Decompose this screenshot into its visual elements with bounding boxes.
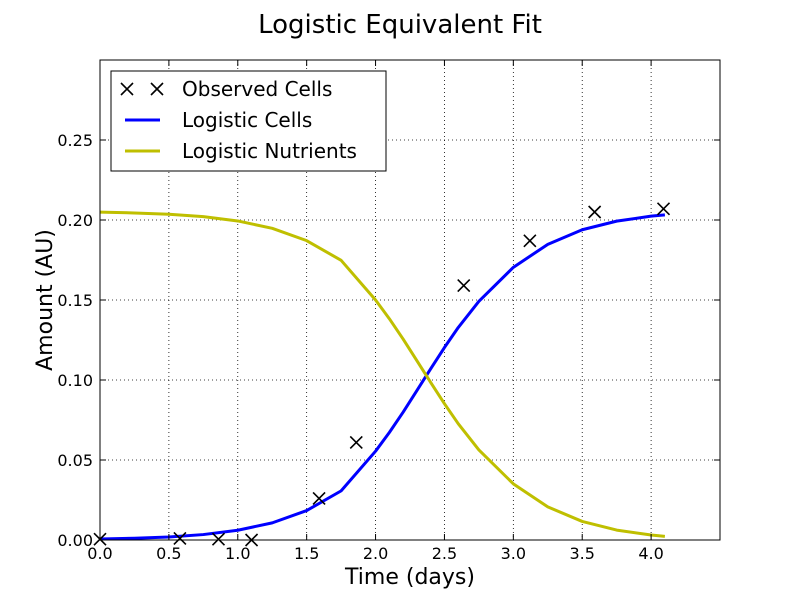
- y-tick-label: 0.05: [57, 451, 93, 470]
- data-point: [312, 491, 326, 505]
- legend-label: Logistic Cells: [182, 108, 312, 132]
- chart-title: Logistic Equivalent Fit: [258, 10, 542, 40]
- y-tick-label: 0.20: [57, 211, 93, 230]
- y-tick-label: 0.10: [57, 371, 93, 390]
- x-tick-label: 4.0: [638, 544, 663, 563]
- series-line-logistic-nutrients: [99, 210, 666, 538]
- x-tick-label: 1.0: [225, 544, 250, 563]
- data-point: [588, 205, 602, 219]
- y-tick-label: 0.00: [57, 531, 93, 550]
- data-point: [656, 202, 671, 216]
- series-line-logistic-cells: [99, 213, 666, 541]
- y-axis-label: Amount (AU): [33, 229, 58, 371]
- data-point: [211, 532, 226, 546]
- legend: Observed Cells Logistic Cells Logistic Nut…: [110, 70, 387, 172]
- data-point: [173, 531, 187, 545]
- x-tick-label: 3.0: [501, 544, 526, 563]
- x-tick-label: 0.5: [156, 544, 181, 563]
- data-point: [457, 279, 471, 293]
- legend-marker: [150, 82, 164, 96]
- y-tick-label: 0.25: [57, 131, 93, 150]
- legend-marker: [120, 82, 134, 96]
- tick-layer: 0.0 0.5 1.0 1.5 2.0 2.5 3.0 3.5 4.0 0.00 0.05 0.10 0…: [57, 60, 720, 563]
- x-tick-label: 0.0: [87, 544, 112, 563]
- data-point: [523, 234, 537, 248]
- legend-label: Logistic Nutrients: [182, 139, 357, 163]
- x-tick-label: 2.0: [363, 544, 388, 563]
- y-tick-label: 0.15: [57, 291, 93, 310]
- x-tick-label: 3.5: [569, 544, 594, 563]
- x-tick-label: 2.5: [432, 544, 457, 563]
- data-point: [349, 435, 363, 449]
- legend-label: Observed Cells: [182, 77, 332, 101]
- series-layer: [93, 202, 671, 547]
- x-tick-label: 1.5: [294, 544, 319, 563]
- x-axis-label: Time (days): [344, 565, 475, 590]
